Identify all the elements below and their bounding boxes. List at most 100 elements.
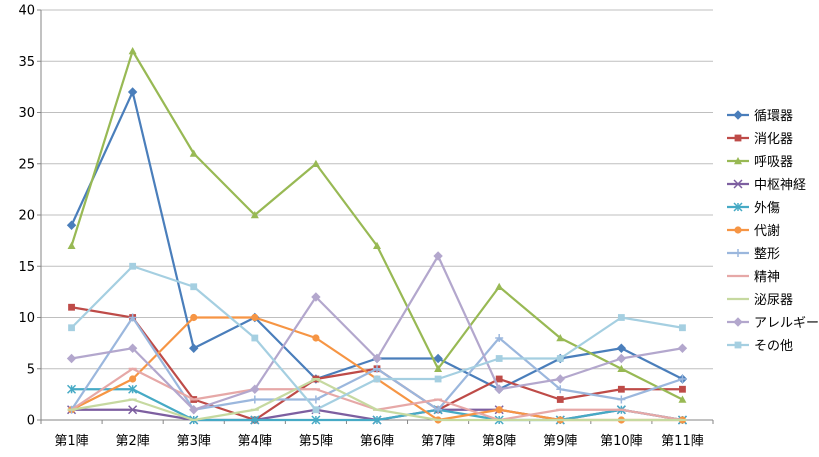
legend-swatch-marker bbox=[733, 110, 743, 120]
data-point bbox=[128, 47, 137, 55]
series-10 bbox=[68, 262, 686, 414]
y-tick-label: 15 bbox=[18, 260, 35, 275]
data-point bbox=[678, 375, 687, 383]
data-point bbox=[251, 334, 259, 342]
legend-label: 呼吸器 bbox=[754, 155, 793, 170]
data-point bbox=[311, 395, 320, 404]
legend-label: 外傷 bbox=[754, 201, 780, 216]
legend-entry: 整形 bbox=[727, 247, 780, 262]
x-tick-label: 第5陣 bbox=[299, 434, 333, 449]
gridlines bbox=[41, 9, 713, 370]
data-point bbox=[616, 353, 627, 364]
series-1 bbox=[68, 303, 686, 424]
x-tick-label: 第2陣 bbox=[115, 434, 149, 449]
data-point bbox=[434, 405, 443, 414]
series-4 bbox=[67, 384, 687, 425]
data-point bbox=[128, 405, 138, 415]
data-point bbox=[495, 406, 503, 414]
legend-entry: 中枢神経 bbox=[727, 178, 806, 193]
legend-swatch-marker bbox=[734, 157, 742, 165]
data-point bbox=[617, 314, 625, 321]
legend-label: 循環器 bbox=[754, 109, 793, 124]
data-point bbox=[190, 313, 198, 322]
data-point bbox=[129, 375, 137, 383]
legend-label: その他 bbox=[754, 339, 793, 354]
series-lines bbox=[66, 47, 688, 425]
legend-label: 代謝 bbox=[754, 224, 780, 239]
data-point bbox=[250, 395, 259, 404]
data-point bbox=[189, 149, 198, 157]
data-point bbox=[434, 364, 443, 372]
series-9 bbox=[66, 251, 688, 415]
y-tick-label: 25 bbox=[18, 157, 35, 172]
data-point bbox=[372, 415, 382, 425]
legend-entry: その他 bbox=[727, 339, 793, 354]
x-tick-label: 第4陣 bbox=[238, 434, 272, 449]
data-point bbox=[679, 324, 686, 332]
legend-swatch-marker bbox=[733, 317, 743, 327]
data-point bbox=[434, 375, 442, 383]
legend-label: アレルギー bbox=[754, 316, 819, 331]
legend-label: 消化器 bbox=[754, 132, 793, 147]
data-point bbox=[433, 353, 443, 364]
x-tick-label: 第7陣 bbox=[421, 434, 455, 449]
data-point bbox=[128, 313, 137, 322]
series-0 bbox=[66, 87, 688, 394]
series-line bbox=[70, 265, 683, 411]
data-point bbox=[189, 343, 199, 353]
data-point bbox=[127, 343, 138, 353]
data-point bbox=[127, 87, 138, 97]
data-point bbox=[495, 375, 503, 383]
x-tick-label: 第6陣 bbox=[360, 434, 394, 449]
x-tick-label: 第11陣 bbox=[661, 434, 704, 449]
legend-entry: 循環器 bbox=[727, 109, 793, 124]
legend-swatch-marker bbox=[734, 226, 742, 234]
data-point bbox=[617, 395, 626, 404]
data-point bbox=[190, 283, 198, 291]
data-point bbox=[250, 384, 260, 394]
data-point bbox=[373, 375, 381, 383]
data-point bbox=[189, 405, 199, 415]
data-point bbox=[433, 251, 443, 261]
series-6 bbox=[67, 313, 687, 414]
data-point bbox=[617, 385, 625, 393]
data-point bbox=[556, 334, 565, 342]
legend-entry: 泌尿器 bbox=[727, 293, 793, 308]
axes: 0 5 10 15 20 25 30 35 40 第1陣 第2陣 第3陣 第4陣 第5陣 第6陣 第7陣 第8陣… bbox=[18, 4, 714, 449]
data-point bbox=[128, 384, 138, 394]
y-tick-label: 0 bbox=[27, 414, 35, 429]
legend-swatch-marker bbox=[734, 249, 742, 257]
data-point bbox=[129, 262, 137, 270]
data-point bbox=[68, 303, 75, 311]
legend-label: 精神 bbox=[754, 270, 780, 285]
y-tick-label: 40 bbox=[18, 4, 35, 19]
data-point bbox=[311, 415, 321, 425]
data-point bbox=[556, 355, 564, 362]
data-point bbox=[373, 241, 381, 249]
y-tick-label: 10 bbox=[18, 311, 35, 326]
legend-entry: アレルギー bbox=[727, 316, 819, 331]
y-tick-label: 30 bbox=[18, 106, 35, 121]
legend-entry: 外傷 bbox=[727, 201, 780, 216]
data-point bbox=[68, 324, 75, 332]
x-tick-label: 第9陣 bbox=[543, 434, 577, 449]
x-tick-label: 第10陣 bbox=[600, 434, 643, 449]
data-point bbox=[556, 396, 564, 403]
series-line bbox=[71, 254, 683, 411]
x-tick-label: 第1陣 bbox=[54, 434, 88, 449]
data-point bbox=[312, 406, 320, 414]
data-point bbox=[677, 343, 688, 353]
legend-entry: 精神 bbox=[727, 270, 780, 285]
data-point bbox=[373, 364, 381, 373]
legend-swatch-marker bbox=[733, 179, 743, 189]
data-point bbox=[66, 220, 77, 230]
legend-swatch-marker bbox=[734, 134, 742, 142]
series-line bbox=[70, 316, 683, 411]
legend-label: 整形 bbox=[754, 247, 780, 262]
x-tick-label: 第3陣 bbox=[177, 434, 211, 449]
data-point bbox=[250, 415, 260, 425]
data-point bbox=[312, 334, 320, 342]
